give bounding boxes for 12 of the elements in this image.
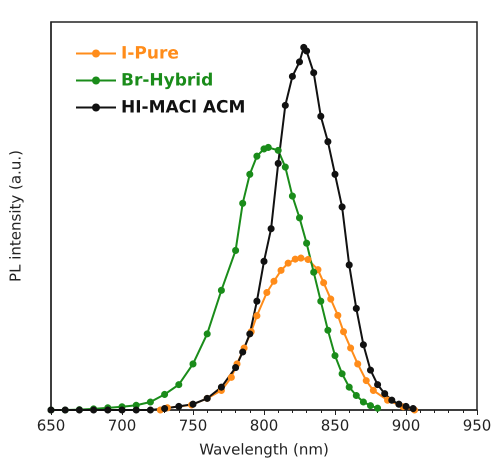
legend-label: I-Pure	[121, 44, 179, 64]
y-axis-title: PL intensity (a.u.)	[6, 150, 24, 282]
x-tick-label: 900	[392, 416, 420, 434]
x-tick-label: 750	[178, 416, 208, 434]
legend-label: Br-Hybrid	[121, 70, 214, 90]
legend-label: HI-MACl ACM	[121, 98, 246, 118]
x-tick-label: 950	[462, 416, 492, 434]
x-tick-label: 800	[250, 416, 278, 434]
x-tick-label: 650	[36, 416, 66, 434]
x-tick-label: 850	[320, 416, 350, 434]
x-axis-title: Wavelength (nm)	[199, 440, 329, 458]
x-tick-label: 700	[108, 416, 136, 434]
